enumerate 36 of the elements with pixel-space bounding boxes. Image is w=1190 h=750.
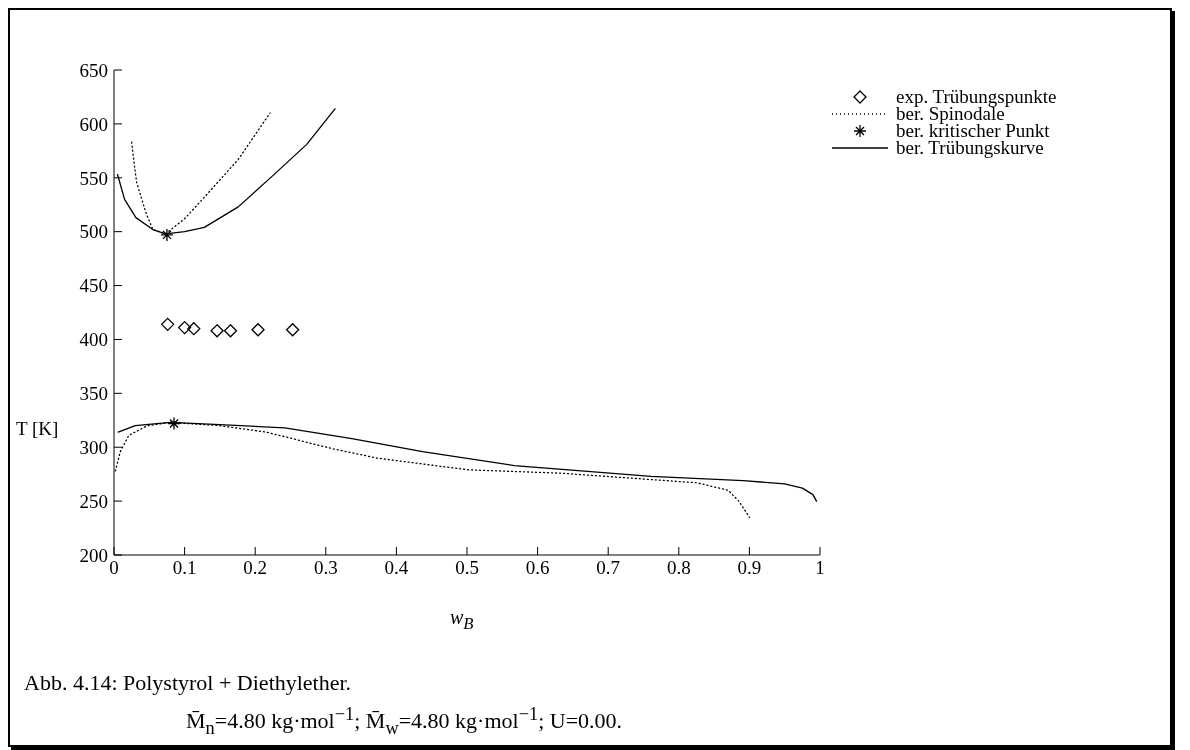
x-tick-label: 0.4 [384,557,409,579]
point [177,320,192,335]
y-axis-title: T [K] [16,418,59,440]
y-tick-label: 300 [79,436,108,458]
point [251,323,265,337]
y-tick-label: 550 [79,167,108,189]
point [160,228,174,242]
point [161,317,175,332]
y-tick-label: 250 [79,490,108,512]
y-tick-label: 500 [79,221,108,243]
x-tick-label: 0.9 [737,557,762,579]
x-tick-label: 0.1 [172,557,197,579]
legend-label: ber. Trübungskurve [896,137,1044,158]
text: M̄$_{n}$=4.80 kg·mol$^{−1}$; M̄$_{w}$=4.80 kg·mol$^{−1}$; U=0.00. [186,704,623,738]
y-tick-label: 450 [79,275,108,297]
x-tick-label: 0.5 [455,557,479,579]
caption: Abb. 4.14: Polystyrol + Diethylether. [24,670,353,696]
point [210,324,224,338]
x-tick-label: 0.3 [313,557,338,579]
legend-label: exp. Trübungspunkte [896,86,1057,107]
x-tick-label: 0 [109,557,119,579]
x-axis-title: w$_{B}$ [450,606,474,634]
y-tick-label: 650 [79,59,108,81]
y-tick-label: 350 [79,383,108,405]
point [187,322,201,336]
x-tick-label: 0.7 [596,557,621,579]
y-tick-label: 600 [79,113,108,135]
point [167,416,181,431]
y-tick-label: 200 [79,544,108,566]
point [285,323,300,337]
y-tick-label: 400 [79,329,108,351]
x-tick-label: 1 [815,557,825,579]
point [223,324,238,338]
x-tick-label: 0.8 [666,557,691,579]
x-tick-label: 0.6 [525,557,550,579]
x-tick-label: 0.2 [243,557,268,579]
